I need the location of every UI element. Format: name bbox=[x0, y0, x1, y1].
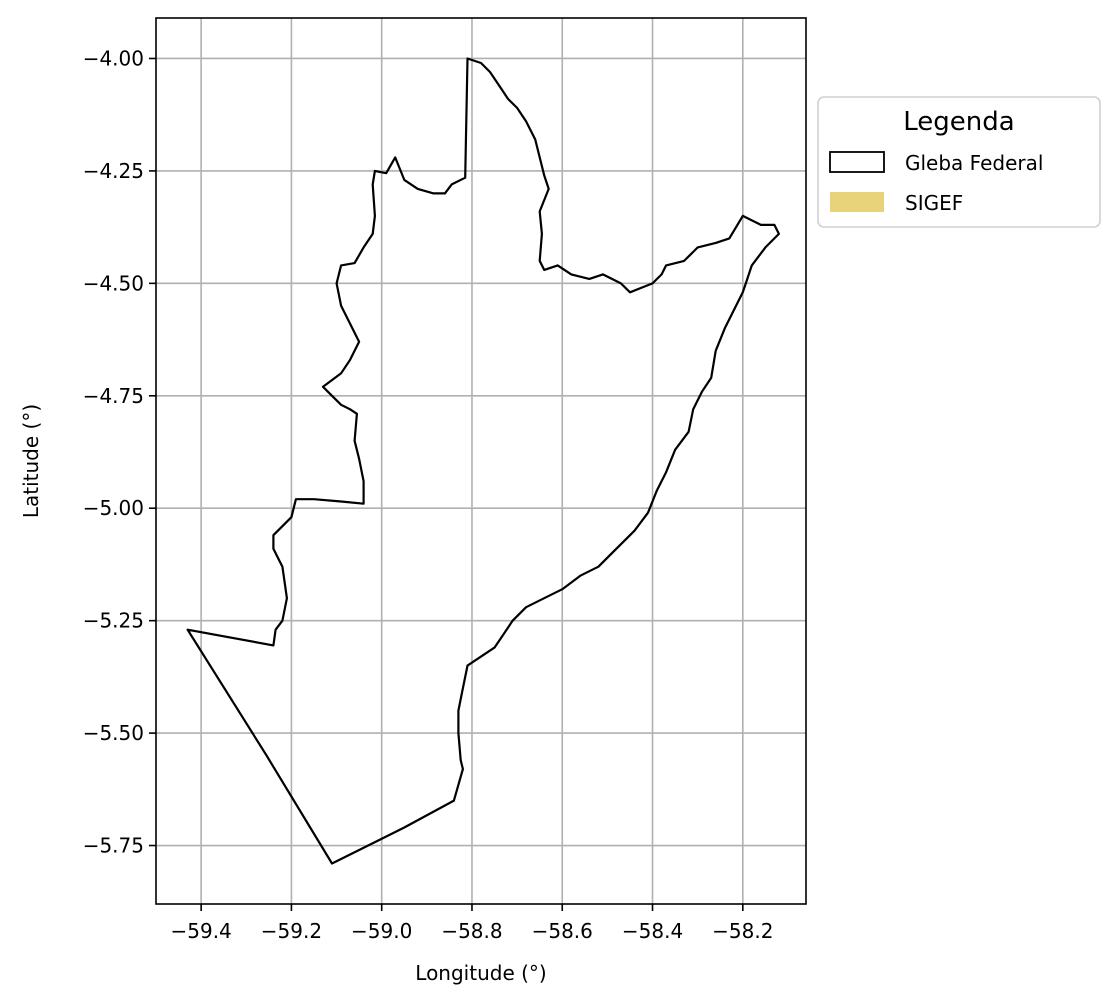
y-tick-label: −4.25 bbox=[83, 159, 144, 183]
x-tick-label: −59.0 bbox=[351, 919, 412, 943]
y-tick-label: −4.75 bbox=[83, 384, 144, 408]
map-area bbox=[186, 57, 780, 865]
y-tick-label: −4.00 bbox=[83, 46, 144, 70]
plot-frame bbox=[155, 17, 807, 905]
legend-swatch-sigef bbox=[830, 192, 884, 212]
y-tick-label: −5.00 bbox=[83, 496, 144, 520]
y-axis-title: Latitude (°) bbox=[19, 404, 43, 518]
x-tick-label: −59.2 bbox=[261, 919, 322, 943]
x-tick-label: −58.2 bbox=[712, 919, 773, 943]
x-tick-label: −58.4 bbox=[622, 919, 683, 943]
x-axis: −59.4 −59.2 −59.0 −58.8 −58.6 −58.4 −58.2 bbox=[170, 904, 773, 943]
legend-label-gleba-federal: Gleba Federal bbox=[905, 151, 1043, 175]
legend-frame bbox=[817, 96, 1101, 228]
legend-title: Legenda bbox=[903, 107, 1014, 137]
y-tick-label: −4.50 bbox=[83, 271, 144, 295]
x-axis-title: Longitude (°) bbox=[415, 961, 546, 985]
y-tick-label: −5.25 bbox=[83, 609, 144, 633]
legend-label-sigef: SIGEF bbox=[905, 191, 963, 215]
legend: Legenda Gleba Federal SIGEF bbox=[817, 96, 1101, 228]
y-tick-label: −5.75 bbox=[83, 834, 144, 858]
x-tick-label: −59.4 bbox=[170, 919, 231, 943]
x-tick-label: −58.6 bbox=[532, 919, 593, 943]
gleba-federal-boundary bbox=[186, 57, 780, 865]
y-tick-label: −5.50 bbox=[83, 721, 144, 745]
legend-swatch-gleba-federal bbox=[829, 151, 885, 173]
grid bbox=[156, 18, 806, 904]
y-axis: −4.00 −4.25 −4.50 −4.75 −5.00 −5.25 −5.50 −5.75 bbox=[83, 46, 156, 858]
x-tick-label: −58.8 bbox=[441, 919, 502, 943]
